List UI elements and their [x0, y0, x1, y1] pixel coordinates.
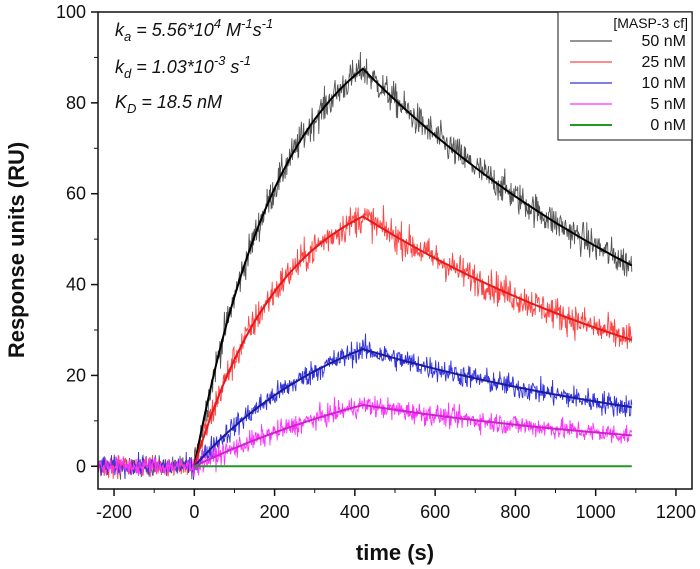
legend-label-0-nM: 0 nM: [650, 117, 686, 134]
x-axis-title: time (s): [356, 540, 434, 565]
y-tick-label-80: 80: [66, 93, 86, 113]
plot-area: [98, 51, 633, 481]
legend-label-10-nM: 10 nM: [642, 75, 686, 92]
x-tick-label-200: 200: [260, 502, 290, 522]
y-tick-label-0: 0: [76, 456, 86, 476]
series-group: [98, 51, 633, 481]
x-tick-label-600: 600: [420, 502, 450, 522]
y-tick-label-100: 100: [56, 2, 86, 22]
fit-series-5-nM: [193, 403, 632, 468]
raw-series-5-nM: [98, 396, 633, 478]
raw-series-50-nM: [98, 51, 633, 480]
legend-label-5-nM: 5 nM: [650, 96, 686, 113]
x-tick-label-0: 0: [189, 502, 199, 522]
legend-box: [557, 11, 693, 141]
y-tick-label-40: 40: [66, 275, 86, 295]
y-tick-label-20: 20: [66, 365, 86, 385]
fit-series-10-nM: [193, 348, 632, 467]
legend: [MASP-3 cf] 50 nM 25 nM 10 nM 5 nM 0 nM: [557, 11, 693, 141]
x-tick-label--200: -200: [96, 502, 132, 522]
x-tick-label-800: 800: [500, 502, 530, 522]
kinetic-annotations: ka = 5.56*104 M-1s-1 kd = 1.03*10-3 s-1 …: [115, 16, 273, 116]
x-tick-label-1000: 1000: [576, 502, 616, 522]
legend-label-50-nM: 50 nM: [642, 33, 686, 50]
x-tick-label-1200: 1200: [656, 502, 696, 522]
fit-series-25-nM: [193, 215, 633, 467]
legend-items: 50 nM 25 nM 10 nM 5 nM 0 nM: [570, 33, 686, 134]
y-tick-label-60: 60: [66, 184, 86, 204]
KD-annotation: KD = 18.5 nM: [115, 92, 222, 116]
kd-annotation: kd = 1.03*10-3 s-1: [115, 53, 251, 81]
ka-annotation: ka = 5.56*104 M-1s-1: [115, 16, 273, 44]
ticks: -200 0 200 400 600 800 1000 1200 0 20 40 60 80 100: [56, 2, 696, 522]
fit-series-50-nM: [193, 67, 633, 467]
x-tick-label-400: 400: [340, 502, 370, 522]
legend-title: [MASP-3 cf]: [613, 15, 688, 31]
legend-label-25-nM: 25 nM: [642, 54, 686, 71]
y-axis-title: Response units (RU): [4, 142, 29, 358]
